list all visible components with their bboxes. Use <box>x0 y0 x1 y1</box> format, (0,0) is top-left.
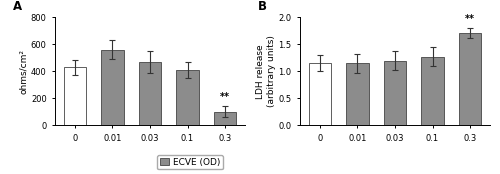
Bar <box>384 61 406 125</box>
Y-axis label: ohms/cm²: ohms/cm² <box>19 49 28 94</box>
Text: A: A <box>13 0 22 13</box>
Legend: ECVE (OD): ECVE (OD) <box>158 155 222 169</box>
Bar <box>214 112 236 125</box>
Bar <box>346 63 368 125</box>
Bar <box>138 62 162 125</box>
Y-axis label: LDH release
(arbitrary units): LDH release (arbitrary units) <box>256 35 276 107</box>
Bar <box>308 63 331 125</box>
Text: **: ** <box>465 14 475 24</box>
Bar <box>64 67 86 125</box>
Bar <box>176 70 199 125</box>
Text: **: ** <box>220 92 230 102</box>
Bar <box>459 33 481 125</box>
Text: B: B <box>258 0 267 13</box>
Bar <box>101 50 124 125</box>
Bar <box>422 57 444 125</box>
